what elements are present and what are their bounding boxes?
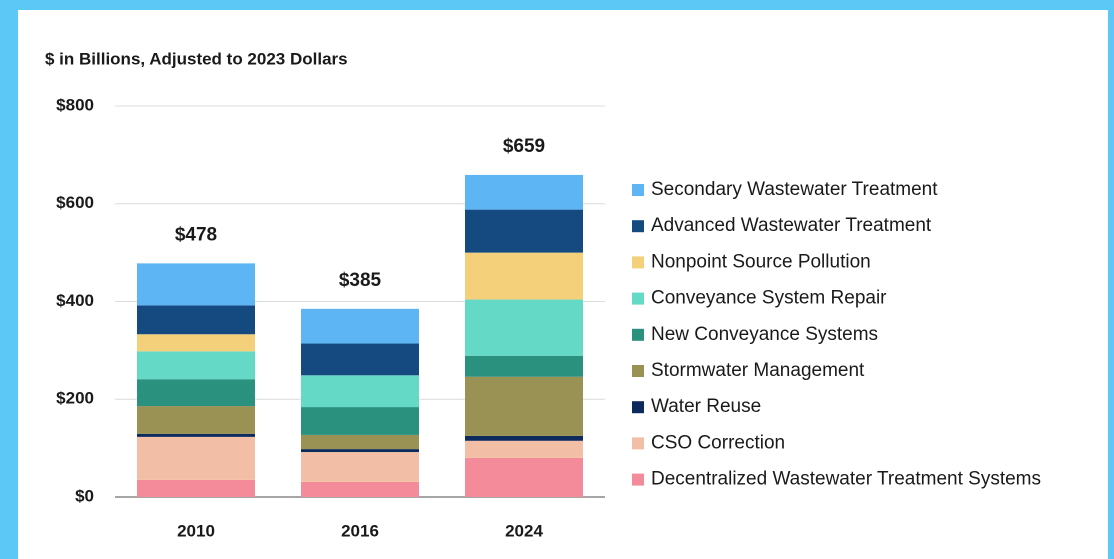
total-label: $659 xyxy=(503,136,545,157)
bar-segment xyxy=(465,440,583,458)
bar-segment xyxy=(137,433,255,437)
bar-segment xyxy=(301,434,419,450)
y-tick-label: $400 xyxy=(56,291,94,310)
legend-swatch xyxy=(632,328,644,341)
bar-segment xyxy=(301,343,419,376)
frame: $ in Billions, Adjusted to 2023 Dollars … xyxy=(18,10,1108,559)
legend-label: Water Reuse xyxy=(651,396,761,417)
legend-swatch xyxy=(632,473,644,486)
legend-label: Conveyance System Repair xyxy=(651,288,887,309)
total-label: $385 xyxy=(339,270,382,291)
bar-segment xyxy=(301,449,419,453)
legend-label: Nonpoint Source Pollution xyxy=(651,251,871,272)
x-tick-label: 2010 xyxy=(177,521,215,540)
legend-label: Stormwater Management xyxy=(651,360,865,381)
x-tick-label: 2016 xyxy=(341,521,379,540)
bar-segment xyxy=(465,252,583,300)
total-label: $478 xyxy=(175,224,217,245)
y-tick-label: $800 xyxy=(56,95,94,114)
bar-segment xyxy=(137,479,255,497)
legend-label: CSO Correction xyxy=(651,432,785,453)
chart-title: $ in Billions, Adjusted to 2023 Dollars xyxy=(45,49,348,68)
legend-swatch xyxy=(632,437,644,450)
bar-segment xyxy=(301,452,419,482)
legend-label: Decentralized Wastewater Treatment Syste… xyxy=(651,469,1041,490)
bar-segment xyxy=(465,435,583,441)
bar-segment xyxy=(137,334,255,352)
y-tick-label: $200 xyxy=(56,389,94,408)
legend-label: Advanced Wastewater Treatment xyxy=(651,215,932,236)
bar-segment xyxy=(301,407,419,435)
legend-label: New Conveyance Systems xyxy=(651,324,878,345)
bar-segment xyxy=(465,299,583,356)
bar-segment xyxy=(137,305,255,335)
bar-segment xyxy=(465,174,583,210)
bar-segment xyxy=(465,355,583,377)
legend-swatch xyxy=(632,365,644,377)
bar-segment xyxy=(465,209,583,253)
chart: $ in Billions, Adjusted to 2023 Dollars … xyxy=(45,49,1041,540)
y-tick-label: $0 xyxy=(75,486,94,505)
bar-segment xyxy=(137,351,255,380)
bar-segment xyxy=(137,436,255,480)
bar-segment xyxy=(301,375,419,408)
bar-segment xyxy=(137,406,255,434)
legend-swatch xyxy=(632,220,644,233)
bar-segment xyxy=(137,263,255,306)
x-tick-label: 2024 xyxy=(505,521,543,540)
legend-swatch xyxy=(632,401,644,414)
bar-segment xyxy=(465,376,583,436)
legend-swatch xyxy=(632,256,644,269)
bar-segment xyxy=(137,379,255,407)
bar-segment xyxy=(301,308,419,344)
legend-swatch xyxy=(632,184,644,196)
legend-label: Secondary Wastewater Treatment xyxy=(651,179,938,200)
bar-segment xyxy=(301,481,419,497)
legend-swatch xyxy=(632,292,644,305)
bar-segment xyxy=(465,457,583,497)
y-tick-label: $600 xyxy=(56,193,94,212)
